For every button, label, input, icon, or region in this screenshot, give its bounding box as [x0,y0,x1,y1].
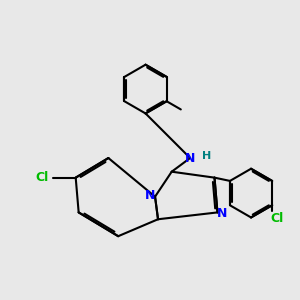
Text: N: N [145,189,155,202]
Text: Cl: Cl [270,212,283,225]
Text: H: H [202,151,211,161]
Text: N: N [217,207,227,220]
Text: N: N [185,152,195,164]
Text: Cl: Cl [35,171,48,184]
